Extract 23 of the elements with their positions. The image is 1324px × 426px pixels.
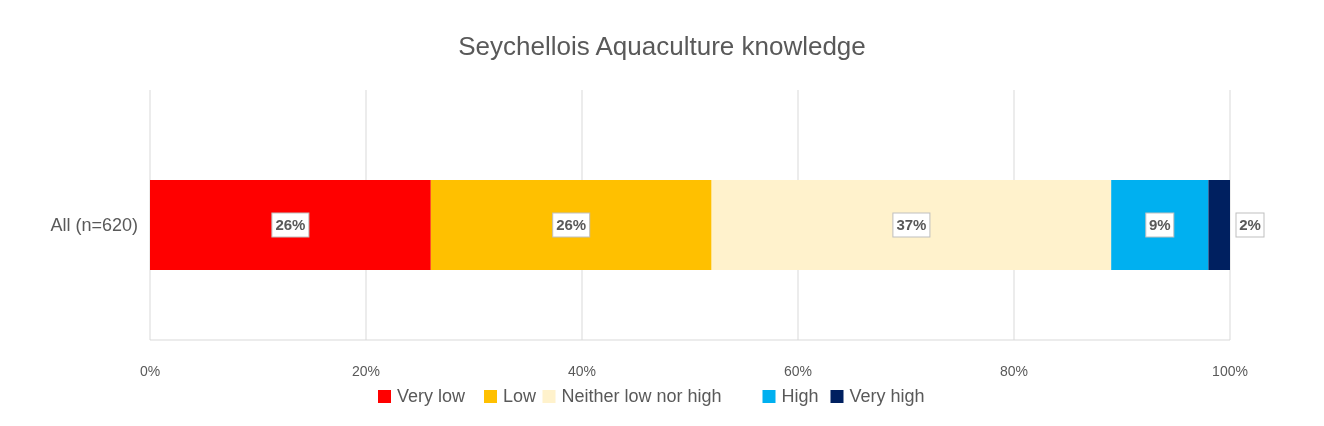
data-label: 37% (896, 216, 927, 233)
legend-label: Neither low nor high (561, 386, 722, 406)
y-tick-label: All (n=620) (50, 215, 138, 235)
legend-label: Low (503, 386, 538, 406)
x-tick-label: 100% (1212, 363, 1248, 379)
data-label: 9% (1148, 216, 1171, 233)
bar (1208, 180, 1230, 270)
data-label: 26% (275, 216, 306, 233)
bar (1111, 180, 1209, 270)
x-tick-label: 60% (783, 363, 813, 379)
data-label: 2% (1239, 216, 1261, 233)
data-label: 26% (556, 216, 587, 233)
x-tick-label: 80% (999, 363, 1029, 379)
legend-label: High (781, 386, 819, 406)
x-tick-label: 40% (567, 363, 597, 379)
bar (711, 180, 1112, 270)
legend-label: Very low (397, 386, 467, 406)
chart-title: Seychellois Aquaculture knowledge (458, 31, 866, 61)
bar (150, 180, 431, 270)
x-tick-label: 0% (139, 363, 161, 379)
x-tick-label: 20% (351, 363, 381, 379)
bar (430, 180, 712, 270)
legend-label: Very high (849, 386, 925, 406)
